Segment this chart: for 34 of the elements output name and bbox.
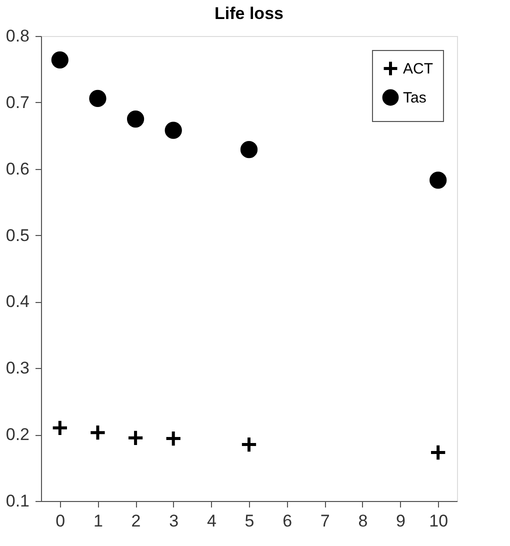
x-tick-label: 7 bbox=[320, 512, 330, 530]
x-tick-label: 0 bbox=[56, 512, 66, 530]
x-tick-label: 5 bbox=[244, 512, 254, 530]
y-tick-label: 0.4 bbox=[6, 292, 30, 312]
point bbox=[126, 110, 144, 128]
x-tick-label: 3 bbox=[169, 512, 179, 530]
x-tick-label: 6 bbox=[282, 512, 292, 530]
point bbox=[164, 122, 182, 139]
y-tick-label: 0.6 bbox=[6, 159, 30, 178]
point bbox=[164, 430, 182, 448]
legend-label: Tas bbox=[403, 90, 426, 106]
legend-label: ACT bbox=[403, 60, 433, 78]
x-tick-label: 9 bbox=[396, 512, 406, 530]
point bbox=[126, 429, 144, 446]
x-tick-label: 8 bbox=[358, 512, 368, 530]
x-tick-label: 2 bbox=[131, 512, 141, 530]
chart-title: Life loss bbox=[214, 4, 284, 23]
x-tick-label: 10 bbox=[429, 512, 448, 530]
y-tick-label: 0.7 bbox=[6, 92, 30, 112]
point bbox=[89, 90, 106, 107]
point bbox=[51, 419, 68, 436]
y-tick-label: 0.1 bbox=[6, 492, 30, 510]
point bbox=[430, 172, 447, 189]
x-tick-label: 1 bbox=[93, 512, 103, 530]
y-tick-label: 0.3 bbox=[6, 358, 30, 378]
y-tick-label: 0.8 bbox=[6, 26, 30, 46]
point bbox=[430, 444, 447, 462]
y-tick-label: 0.5 bbox=[6, 226, 30, 245]
x-tick-label: 4 bbox=[206, 512, 216, 530]
point bbox=[89, 424, 106, 442]
y-tick-label: 0.2 bbox=[6, 425, 30, 444]
point bbox=[240, 141, 258, 158]
point bbox=[51, 51, 68, 68]
point bbox=[240, 436, 258, 454]
